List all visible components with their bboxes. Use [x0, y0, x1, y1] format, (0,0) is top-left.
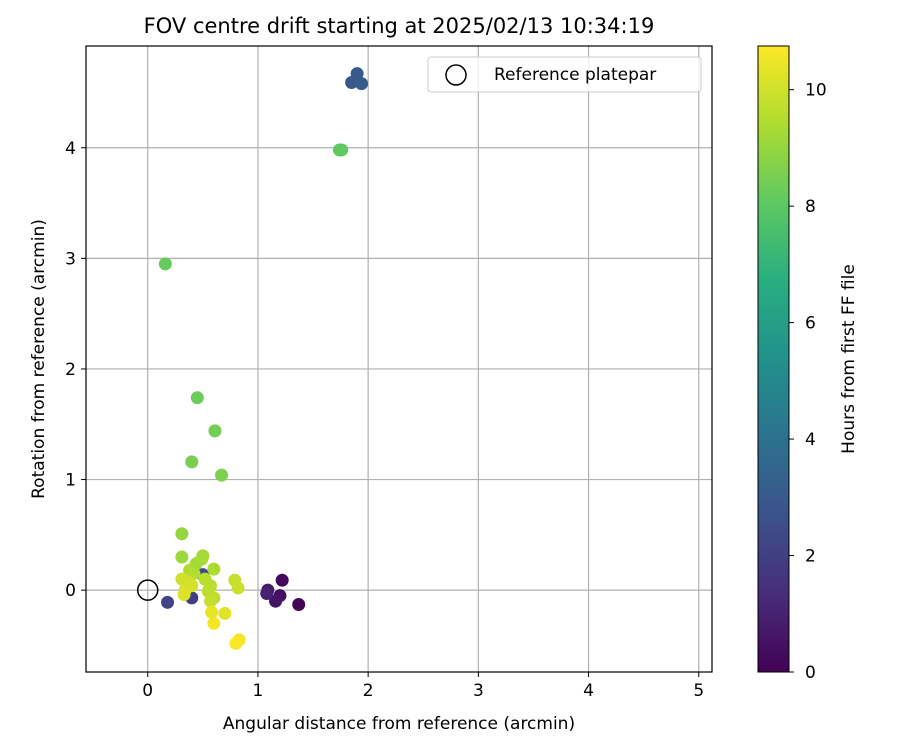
data-point — [275, 573, 289, 587]
colorbar-tick-label: 4 — [805, 430, 816, 450]
data-points — [158, 67, 369, 650]
data-point — [158, 257, 172, 271]
x-axis-ticks: 0 1 2 3 4 5 — [142, 672, 704, 701]
data-point — [195, 552, 209, 566]
x-tick-label: 2 — [363, 681, 374, 701]
reference-platepar-marker — [136, 579, 159, 601]
colorbar-gradient — [757, 45, 790, 673]
data-point — [355, 77, 369, 91]
data-point — [177, 588, 191, 602]
y-tick-label: 0 — [65, 581, 76, 601]
data-point — [207, 562, 221, 576]
data-point — [218, 606, 232, 620]
data-point — [229, 636, 243, 650]
colorbar-ticks: 0 2 4 6 8 10 — [789, 81, 827, 683]
colorbar-label: Hours from first FF file — [839, 264, 859, 454]
data-point — [204, 594, 218, 608]
data-point — [215, 468, 229, 482]
colorbar-tick-label: 6 — [805, 314, 816, 334]
colorbar-tick-label: 2 — [805, 547, 816, 567]
data-point — [350, 67, 364, 81]
y-axis-label: Rotation from reference (arcmin) — [29, 219, 49, 499]
data-point — [205, 605, 219, 619]
data-point — [207, 616, 221, 630]
x-tick-label: 0 — [142, 681, 153, 701]
x-tick-label: 4 — [583, 681, 594, 701]
colorbar: 0 2 4 6 8 10 Hours from first FF file — [757, 45, 859, 683]
y-tick-label: 2 — [65, 360, 76, 380]
data-point — [190, 391, 204, 405]
legend-box — [427, 56, 702, 93]
data-point — [260, 586, 274, 600]
legend-marker — [445, 64, 467, 86]
data-point — [208, 424, 222, 438]
data-point — [269, 594, 283, 608]
x-axis-label: Angular distance from reference (arcmin) — [223, 714, 575, 734]
data-point — [292, 598, 306, 612]
data-point — [175, 550, 189, 564]
data-point — [175, 527, 189, 541]
x-tick-label: 3 — [473, 681, 484, 701]
data-point — [161, 595, 175, 609]
data-point — [231, 581, 245, 595]
y-tick-label: 3 — [65, 249, 76, 269]
x-tick-label: 1 — [253, 681, 264, 701]
y-tick-label: 4 — [65, 139, 76, 159]
colorbar-tick-label: 0 — [805, 663, 816, 683]
plot-frame — [85, 45, 713, 673]
colorbar-tick-label: 10 — [805, 81, 827, 101]
x-tick-label: 5 — [693, 681, 704, 701]
legend: Reference platepar — [427, 56, 702, 93]
legend-label: Reference platepar — [494, 65, 656, 85]
y-tick-label: 1 — [65, 471, 76, 491]
data-point — [335, 143, 349, 157]
chart-title: FOV centre drift starting at 2025/02/13 … — [144, 14, 655, 38]
y-axis-ticks: 0 1 2 3 4 — [65, 139, 86, 601]
colorbar-tick-label: 8 — [805, 197, 816, 217]
data-point — [185, 455, 199, 469]
